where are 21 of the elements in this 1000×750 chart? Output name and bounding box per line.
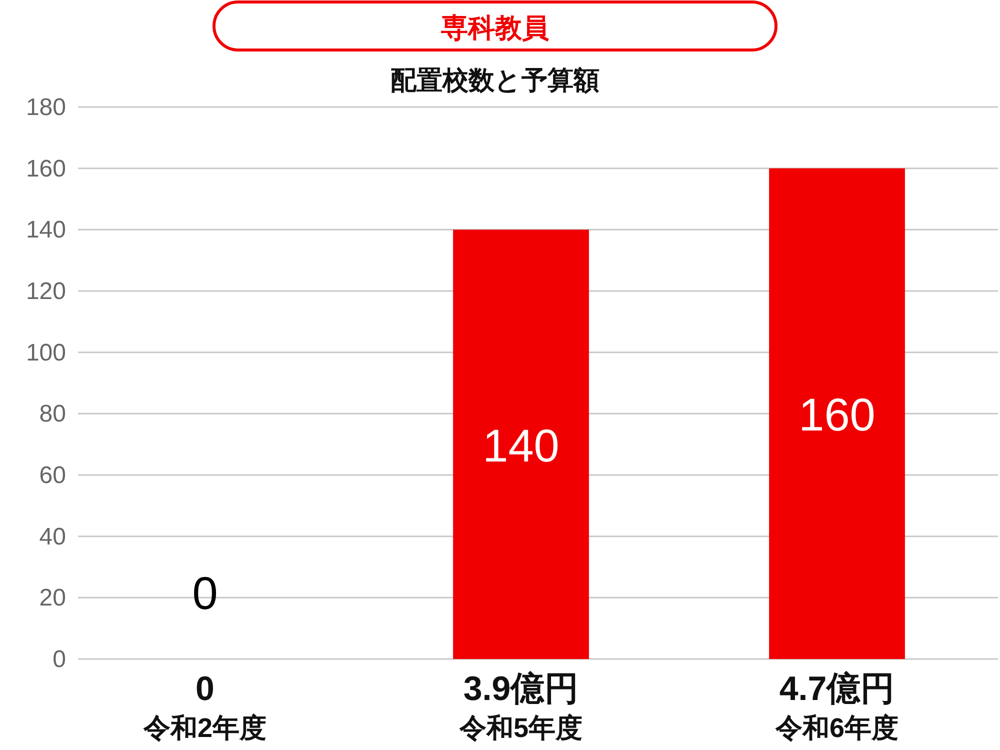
annotation: 3.9億円 xyxy=(463,670,579,708)
data-label: 160 xyxy=(798,388,876,441)
y-tick-label: 20 xyxy=(39,584,66,612)
data-label: 140 xyxy=(482,419,560,472)
y-tick-label: 140 xyxy=(26,216,66,244)
x-tick-label: 令和2年度 xyxy=(143,713,267,743)
y-tick-label: 80 xyxy=(39,400,66,428)
chart-subtitle: 配置校数と予算額 xyxy=(390,65,600,95)
y-tick-label: 160 xyxy=(26,155,66,182)
y-tick-label: 0 xyxy=(52,646,66,673)
y-tick-label: 40 xyxy=(39,523,66,550)
annotation: 4.7億円 xyxy=(779,670,895,708)
annotation: 0 xyxy=(196,670,214,708)
data-label: 0 xyxy=(192,567,218,619)
chart-title: 専科教員 xyxy=(441,13,549,43)
y-tick-label: 100 xyxy=(26,339,66,366)
y-tick-label: 120 xyxy=(26,278,66,305)
y-tick-label: 60 xyxy=(39,462,66,489)
y-tick-label: 180 xyxy=(26,94,66,121)
x-tick-label: 令和6年度 xyxy=(775,713,899,743)
x-tick-label: 令和5年度 xyxy=(459,713,583,743)
